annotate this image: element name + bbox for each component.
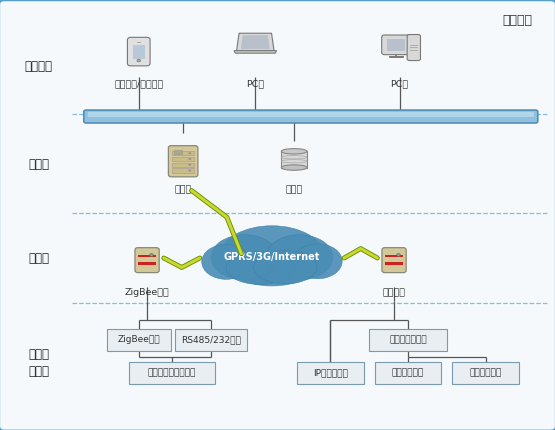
Text: 继电器控制设备: 继电器控制设备 [389,335,427,344]
Bar [174,150,182,154]
Polygon shape [234,51,276,53]
Bar [138,262,157,265]
Text: 应用层: 应用层 [28,158,49,171]
Bar [387,39,405,51]
Text: GPRS/3G/Internet: GPRS/3G/Internet [224,252,320,262]
Ellipse shape [226,251,293,285]
Text: 服务器: 服务器 [174,186,192,194]
Text: PC机: PC机 [246,80,264,88]
Bar [137,42,141,43]
Circle shape [137,59,140,62]
Text: 智能手机/平板电脑: 智能手机/平板电脑 [114,80,163,88]
FancyBboxPatch shape [175,329,247,351]
Text: ZigBee网关: ZigBee网关 [125,288,169,297]
Text: ZigBee节点: ZigBee节点 [118,335,160,344]
Text: 传输层: 传输层 [28,252,49,264]
Text: 自动浇灌系统: 自动浇灌系统 [470,369,502,377]
FancyBboxPatch shape [129,362,215,384]
Ellipse shape [266,235,333,280]
FancyBboxPatch shape [84,110,538,123]
FancyBboxPatch shape [128,37,150,66]
FancyBboxPatch shape [382,35,411,55]
FancyBboxPatch shape [452,362,519,384]
FancyBboxPatch shape [135,248,159,273]
Bar [410,45,417,46]
Bar [389,56,403,57]
Text: 温度、湿度等传感器: 温度、湿度等传感器 [148,369,196,377]
Text: 数据库: 数据库 [285,186,303,194]
FancyBboxPatch shape [297,362,364,384]
Ellipse shape [281,165,307,170]
Bar [281,151,307,168]
Text: 卷帘控制系统: 卷帘控制系统 [392,369,424,377]
Bar [385,255,403,258]
Ellipse shape [211,235,278,280]
FancyBboxPatch shape [168,146,198,177]
Circle shape [150,254,153,256]
Circle shape [189,164,191,166]
FancyBboxPatch shape [369,329,447,351]
FancyBboxPatch shape [375,362,441,384]
FancyBboxPatch shape [382,248,406,273]
Ellipse shape [281,149,307,154]
Bar [410,50,417,51]
Text: RS485/232节点: RS485/232节点 [181,335,241,344]
Polygon shape [241,35,270,49]
Ellipse shape [293,244,342,279]
Circle shape [397,254,400,256]
Circle shape [189,158,191,160]
Bar [173,151,194,155]
Polygon shape [236,33,274,51]
Text: PC机: PC机 [391,80,408,88]
Text: IP网络摄像头: IP网络摄像头 [313,369,347,377]
Ellipse shape [254,251,317,284]
FancyBboxPatch shape [88,112,534,117]
FancyBboxPatch shape [407,34,421,61]
Text: 传感与
执行层: 传感与 执行层 [28,348,49,378]
Circle shape [189,152,191,154]
Bar [138,255,157,258]
Bar [385,262,403,265]
Bar [173,163,194,167]
FancyBboxPatch shape [107,329,171,351]
Text: 用户终端: 用户终端 [25,60,53,73]
Bar [173,169,194,172]
Text: 系统组成: 系统组成 [503,14,533,27]
Bar [133,46,145,59]
Ellipse shape [202,244,250,280]
Text: 通信网关: 通信网关 [382,288,406,297]
Bar [410,47,417,48]
Bar [173,157,194,161]
Circle shape [189,169,191,172]
Ellipse shape [220,226,324,286]
